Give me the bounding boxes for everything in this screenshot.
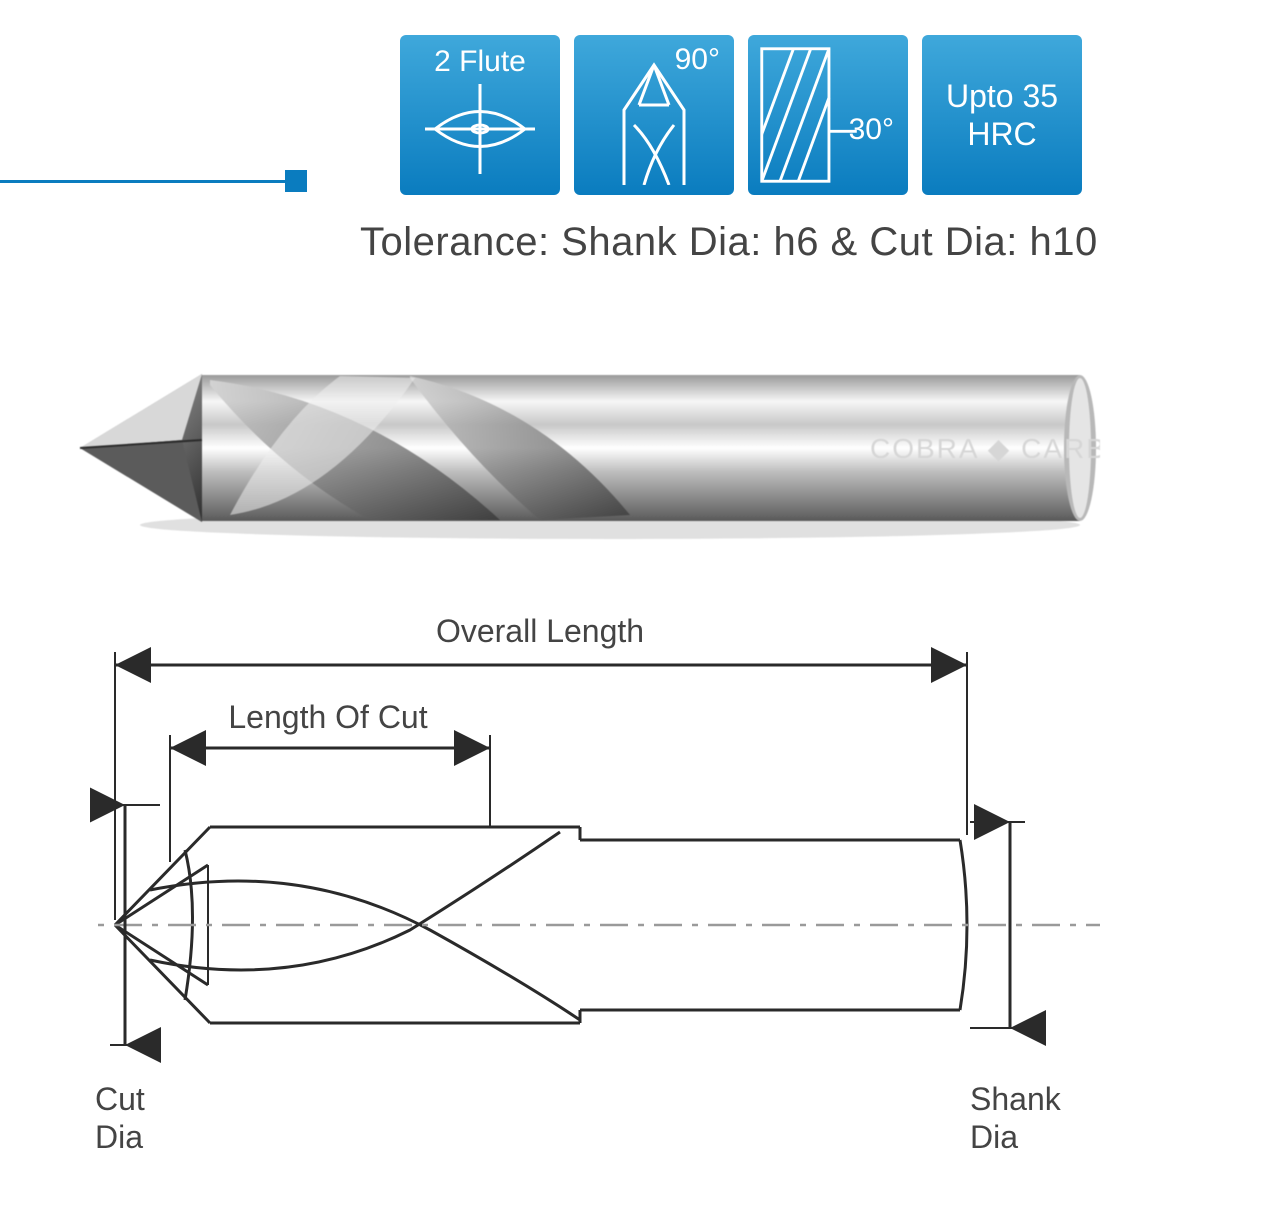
badge-hardness: Upto 35 HRC [922,35,1082,195]
label-length-of-cut: Length Of Cut [228,699,427,735]
tolerance-text: Tolerance: Shank Dia: h6 & Cut Dia: h10 [360,220,1098,265]
badge-flute-label: 2 Flute [400,45,560,79]
label-shank-dia-2: Dia [970,1119,1018,1155]
badge-point-label: 90° [675,43,720,77]
label-shank-dia-1: Shank [970,1081,1062,1117]
brand-watermark: COBRA ◆ CARBIDE [870,433,1100,464]
badge-point-angle: 90° [574,35,734,195]
badge-helix-label: 30° [849,113,894,147]
badge-flute: 2 Flute [400,35,560,195]
badge-hrc-line1: Upto 35 [946,77,1058,115]
spec-badges: 2 Flute 90° 30° [400,35,1082,195]
badge-helix-angle: 30° [748,35,908,195]
flute-icon [420,84,540,174]
dimension-drawing: Overall Length Length Of Cut Cut Dia Sha… [90,610,1100,1170]
accent-square [285,170,307,192]
accent-line [0,180,295,183]
label-cut-dia-1: Cut [95,1081,145,1117]
tool-photo: COBRA ◆ CARBIDE [70,350,1100,550]
label-cut-dia-2: Dia [95,1119,143,1155]
label-overall-length: Overall Length [436,613,644,649]
badge-hrc-line2: HRC [967,115,1036,153]
